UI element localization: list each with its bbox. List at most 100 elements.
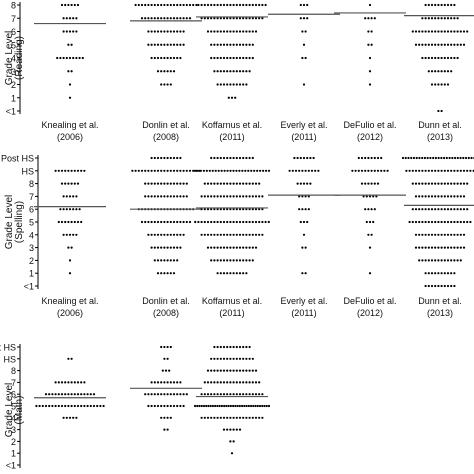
y-tick-label: 4 — [29, 230, 34, 240]
data-point — [163, 233, 166, 236]
data-point — [211, 169, 214, 172]
data-point — [185, 169, 188, 172]
data-point — [434, 208, 437, 211]
data-point — [176, 220, 179, 224]
data-point — [219, 272, 222, 275]
data-point — [232, 393, 235, 396]
data-point — [440, 284, 443, 288]
data-point — [83, 404, 86, 408]
data-point — [418, 246, 421, 249]
data-point — [213, 56, 216, 60]
data-point — [248, 369, 251, 372]
data-point — [427, 56, 430, 60]
data-point — [144, 182, 147, 185]
data-point — [203, 393, 206, 396]
data-point — [216, 156, 219, 160]
data-point — [213, 43, 216, 46]
data-point — [213, 70, 216, 73]
data-point — [434, 272, 437, 275]
data-point — [206, 17, 210, 20]
data-point — [169, 43, 172, 46]
data-point — [203, 17, 206, 20]
data-point — [456, 156, 459, 160]
data-point — [222, 259, 226, 262]
data-point — [193, 404, 197, 408]
data-point — [226, 416, 229, 419]
study-year: (2012) — [357, 132, 383, 142]
data-point — [238, 30, 242, 33]
data-point — [182, 30, 185, 33]
data-point — [421, 182, 424, 185]
data-point — [156, 404, 160, 408]
data-point — [68, 56, 72, 60]
study-group: Everly et al. (2011) — [268, 3, 340, 142]
data-point — [424, 208, 427, 211]
data-point — [51, 404, 54, 408]
data-point — [210, 156, 213, 160]
data-point — [160, 393, 163, 396]
data-point — [443, 208, 446, 211]
y-axis-sublabel: (Math) — [14, 396, 25, 425]
data-point — [203, 208, 206, 211]
data-point — [166, 272, 169, 275]
data-point — [153, 381, 156, 384]
data-point — [368, 83, 372, 86]
data-point — [222, 56, 226, 60]
data-point — [248, 70, 251, 73]
data-point — [80, 404, 83, 408]
data-point — [248, 17, 251, 20]
data-point — [421, 17, 424, 20]
data-point — [80, 381, 83, 384]
data-point — [427, 43, 430, 46]
data-point — [258, 182, 261, 185]
data-point — [423, 156, 427, 160]
data-point — [459, 246, 462, 249]
data-point — [67, 3, 70, 7]
data-point — [235, 56, 238, 60]
data-point — [226, 428, 229, 431]
data-point — [248, 357, 251, 360]
data-point — [430, 56, 434, 60]
data-point — [242, 369, 245, 372]
data-point — [414, 43, 418, 46]
data-point — [210, 233, 213, 236]
data-point — [427, 233, 430, 236]
data-point — [263, 404, 266, 408]
data-point — [163, 393, 166, 396]
data-point — [222, 381, 226, 384]
data-point — [65, 233, 68, 236]
data-point — [456, 259, 459, 262]
data-point — [242, 56, 245, 60]
data-point — [150, 3, 153, 7]
data-point — [210, 30, 213, 33]
data-point — [160, 30, 163, 33]
data-point — [131, 169, 134, 172]
data-point — [421, 156, 424, 160]
data-point — [245, 404, 248, 408]
data-point — [156, 70, 160, 73]
data-point — [222, 70, 226, 73]
data-point — [163, 428, 166, 431]
data-point — [373, 182, 376, 185]
data-point — [251, 182, 254, 185]
data-point — [293, 156, 296, 160]
data-point — [206, 393, 210, 396]
data-point — [408, 220, 411, 224]
data-point — [450, 43, 453, 46]
data-point — [450, 246, 453, 249]
data-point — [443, 259, 446, 262]
data-point — [421, 220, 424, 224]
data-point — [60, 182, 64, 185]
study-year: (2013) — [427, 308, 453, 318]
data-point — [160, 416, 163, 419]
data-point — [238, 393, 242, 396]
data-point — [437, 182, 440, 185]
data-point — [466, 30, 469, 33]
data-point — [380, 156, 383, 160]
data-point — [220, 404, 224, 408]
data-point — [453, 272, 456, 275]
data-point — [443, 43, 446, 46]
data-point — [206, 246, 210, 249]
data-point — [261, 169, 265, 172]
data-point — [172, 30, 176, 33]
